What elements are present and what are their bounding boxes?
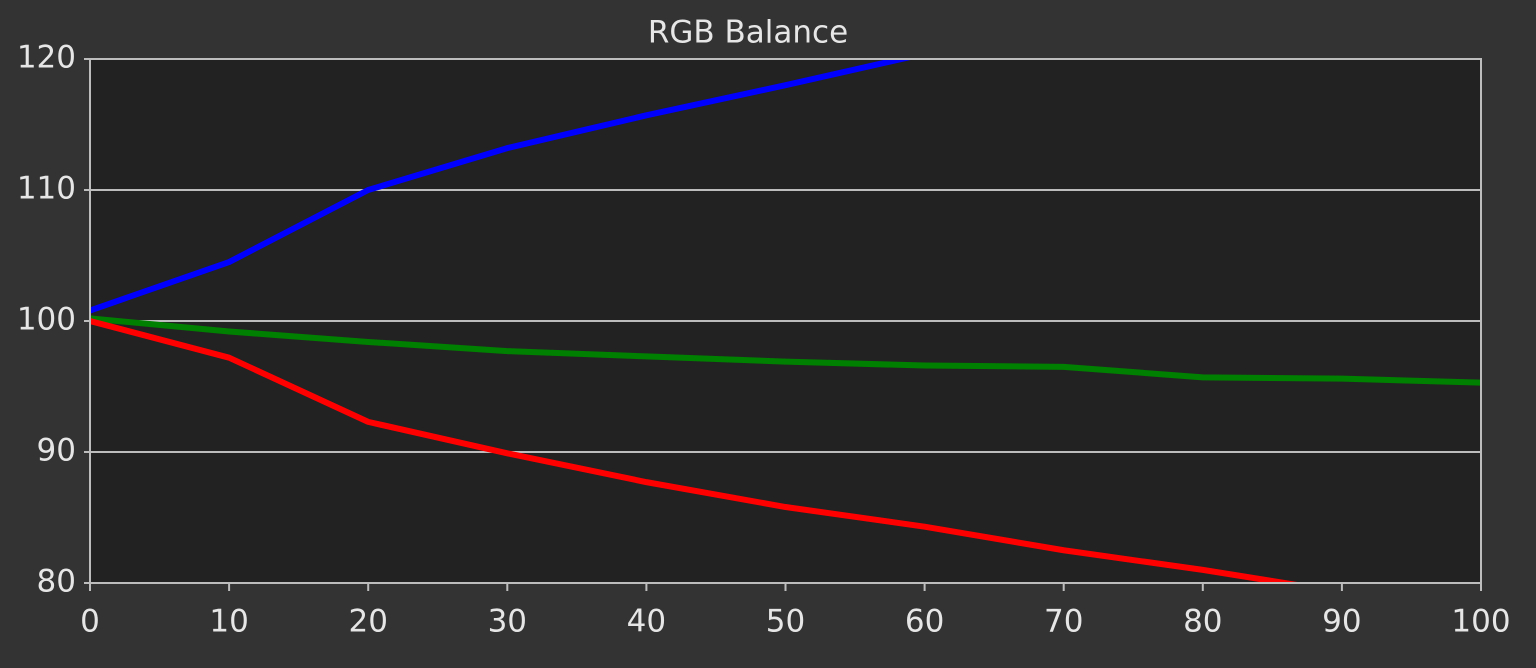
- chart-title: RGB Balance: [648, 15, 848, 51]
- y-tick-label: 80: [37, 564, 76, 600]
- lines: [90, 59, 1481, 583]
- y-tick-label: 90: [37, 433, 76, 469]
- y-tick-label: 110: [17, 171, 76, 207]
- x-tick-label: 0: [80, 604, 100, 640]
- series-line: [90, 318, 1304, 583]
- x-tick-label: 40: [627, 604, 666, 640]
- x-tick-label: 70: [1044, 604, 1083, 640]
- series-line: [90, 59, 916, 314]
- x-tick-label: 30: [488, 604, 527, 640]
- x-tick-label: 100: [1451, 604, 1510, 640]
- x-tick-label: 60: [905, 604, 944, 640]
- y-tick-label: 100: [17, 302, 76, 338]
- x-tick-label: 50: [766, 604, 805, 640]
- series-line: [90, 315, 1481, 386]
- x-tick-label: 10: [209, 604, 248, 640]
- y-tick-label: 120: [17, 40, 76, 76]
- x-tick-label: 20: [348, 604, 387, 640]
- labels: 80 90 100 110 120 0 10 20 30 40 50 60 70 80 90 100: [17, 40, 1511, 640]
- x-tick-label: 90: [1322, 604, 1361, 640]
- x-tick-label: 80: [1183, 604, 1222, 640]
